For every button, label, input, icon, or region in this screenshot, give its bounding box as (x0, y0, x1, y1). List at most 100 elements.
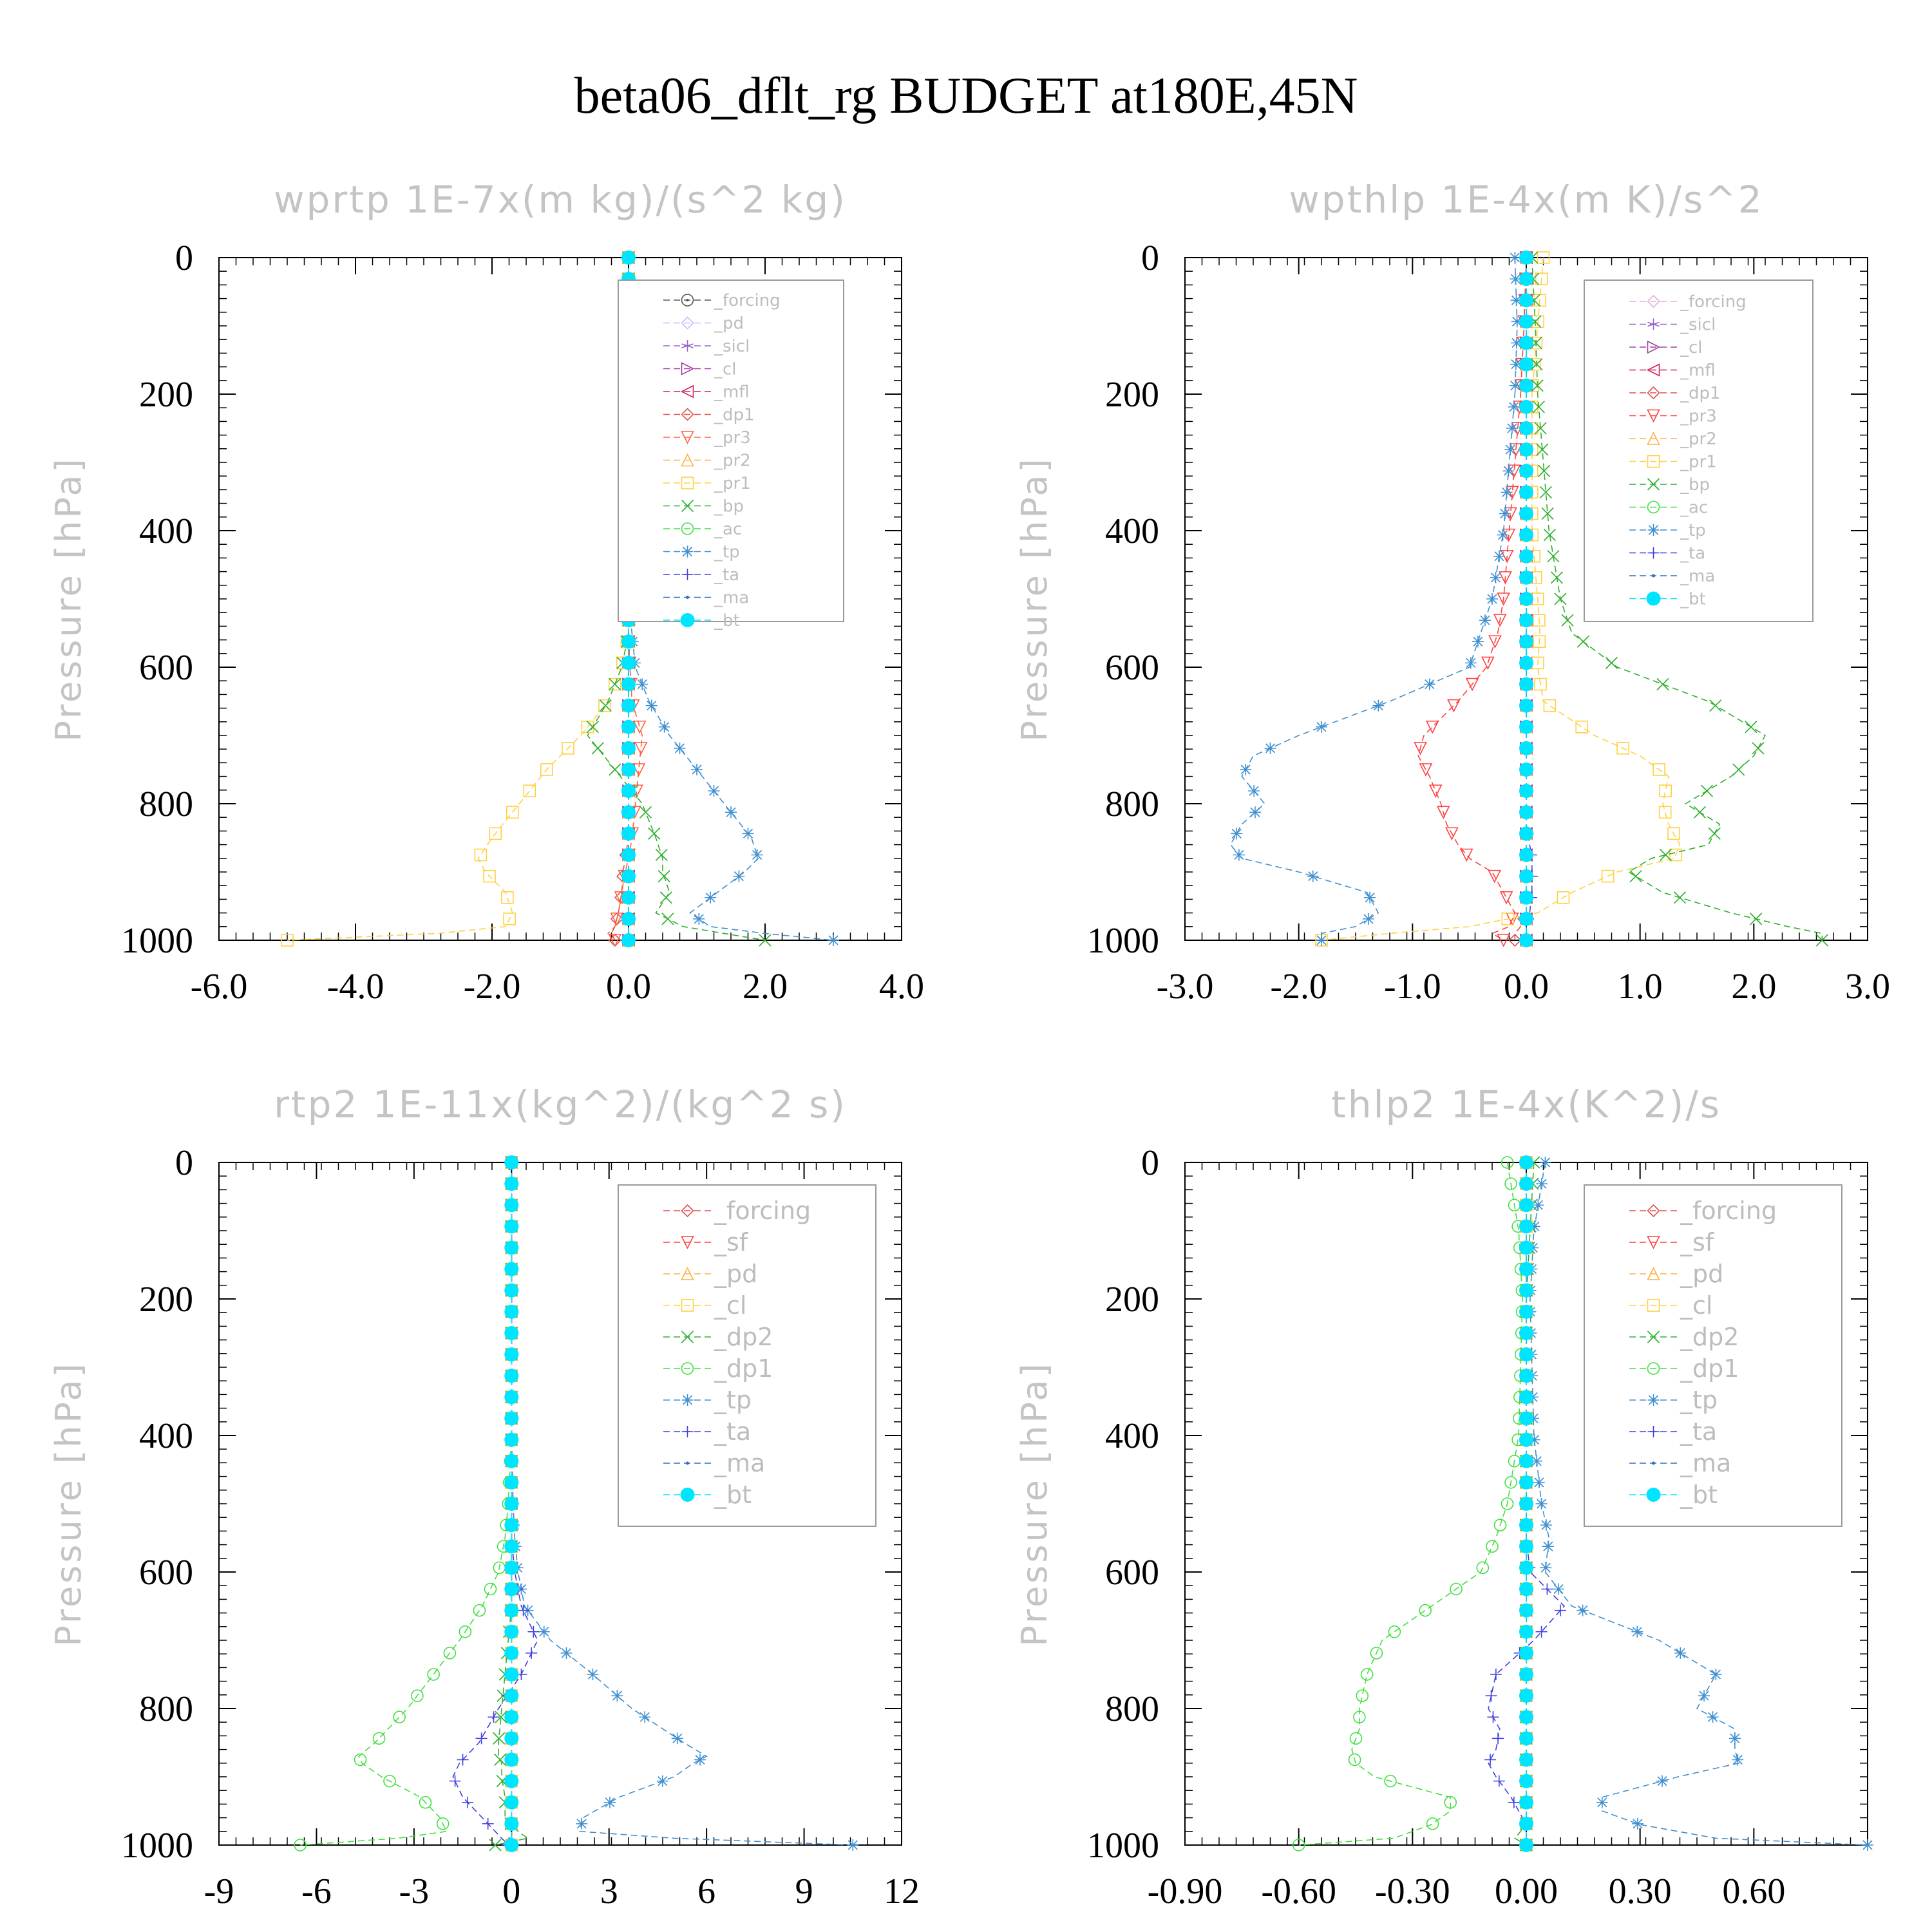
legend-marker (681, 477, 694, 489)
data-point (1465, 677, 1479, 692)
data-point (354, 1753, 367, 1766)
data-point (1519, 1731, 1533, 1746)
data-point (621, 784, 636, 799)
data-point (1488, 635, 1502, 649)
data-point (1732, 1754, 1744, 1766)
y-axis-label: Pressure [hPa] (48, 1361, 89, 1646)
legend-label: _sf (1680, 1228, 1715, 1256)
data-point (294, 1839, 307, 1852)
legend-marker (681, 362, 695, 375)
legend-marker (681, 431, 694, 444)
data-point (489, 1839, 502, 1852)
legend-label: _sicl (714, 337, 750, 356)
data-point (636, 678, 649, 690)
legend-label: _ma (714, 1449, 765, 1477)
data-point (1372, 699, 1385, 712)
data-point (1519, 677, 1533, 692)
data-point (621, 634, 636, 649)
data-point (1519, 1645, 1533, 1660)
data-point (659, 891, 672, 904)
data-point (598, 699, 611, 712)
data-point (1233, 849, 1245, 861)
data-point (1577, 635, 1589, 648)
data-point (1509, 252, 1521, 263)
data-point (586, 721, 599, 734)
x-tick-label: 12 (884, 1871, 920, 1911)
data-point (419, 1795, 432, 1809)
data-point (1349, 1732, 1363, 1745)
legend-label: _forcing (714, 291, 781, 310)
data-point (621, 677, 636, 692)
y-tick-label: 400 (1105, 511, 1159, 551)
data-point (610, 913, 624, 926)
data-point (1710, 1669, 1722, 1680)
data-point (621, 719, 636, 734)
data-point (1519, 634, 1533, 649)
legend-marker (1647, 1299, 1660, 1312)
data-point (504, 1390, 519, 1405)
data-point (504, 1560, 519, 1575)
data-point (1492, 1732, 1504, 1745)
data-point (493, 1732, 506, 1745)
legend-marker (1647, 524, 1660, 536)
data-point (1519, 1774, 1533, 1788)
data-point (1519, 1795, 1533, 1810)
series-tp (1229, 252, 1523, 946)
data-point (1750, 913, 1763, 925)
data-point (1553, 1583, 1565, 1595)
data-point (504, 1624, 519, 1639)
series-group (1292, 1155, 1873, 1852)
legend-marker (681, 340, 694, 352)
legend-label: _pd (714, 1260, 757, 1288)
data-point (1656, 1775, 1669, 1787)
data-point (655, 848, 668, 862)
data-point (1554, 592, 1567, 605)
x-tick-label: -3.0 (1157, 967, 1214, 1007)
data-point (1487, 1711, 1499, 1723)
data-point (1493, 1519, 1507, 1531)
panel-title: thlp2 1E-4x(K^2)/s (1331, 1083, 1721, 1126)
data-point (621, 805, 636, 820)
data-point (648, 827, 661, 840)
series-bt (504, 1155, 519, 1852)
legend-label: _dp2 (1680, 1323, 1739, 1351)
data-point (1547, 550, 1560, 563)
y-axis-label: Pressure [hPa] (1014, 1361, 1055, 1646)
legend-label: _pr1 (1680, 453, 1717, 472)
data-point (1425, 720, 1439, 734)
legend-box (618, 1184, 876, 1527)
legend-label: _dp2 (714, 1323, 773, 1351)
x-tick-label: 9 (795, 1871, 813, 1911)
legend-box (618, 279, 844, 622)
data-point (658, 870, 670, 883)
data-point (504, 1539, 519, 1554)
data-point (1519, 1710, 1533, 1725)
data-point (1486, 593, 1498, 605)
data-point (504, 1262, 519, 1276)
data-point (1519, 1198, 1533, 1213)
data-point (1537, 251, 1550, 264)
data-point (1519, 1603, 1533, 1618)
data-point (517, 1604, 529, 1616)
data-point (1316, 721, 1327, 733)
data-point (1519, 1240, 1533, 1255)
legend-label: _bt (1680, 590, 1706, 609)
legend-label: _ta (714, 565, 739, 585)
data-point (1519, 1667, 1533, 1681)
data-point (1501, 1497, 1514, 1510)
data-point (1659, 848, 1672, 862)
series-dp1 (294, 1156, 518, 1852)
data-point (504, 1752, 519, 1767)
legend-marker (686, 596, 689, 599)
legend-label: _tp (1680, 1386, 1718, 1414)
legend-label: _dp1 (714, 406, 755, 425)
x-tick-label: -0.90 (1148, 1871, 1223, 1911)
legend-marker (681, 1394, 694, 1406)
data-point (1419, 763, 1433, 777)
data-point (1362, 913, 1374, 925)
data-point (1353, 1710, 1366, 1724)
legend-label: _mfl (1680, 361, 1716, 381)
data-point (1616, 742, 1629, 755)
legend-marker (1647, 1204, 1660, 1218)
legend-label: _ta (714, 1417, 751, 1446)
